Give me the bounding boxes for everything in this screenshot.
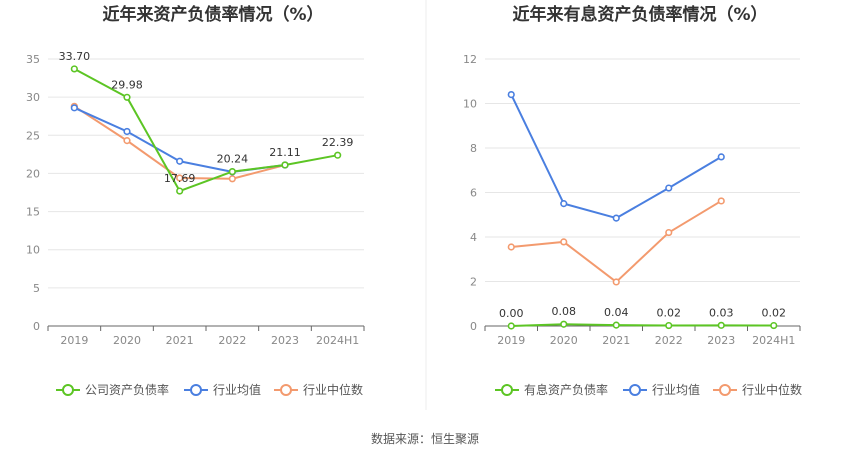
y-tick-label: 5 [33, 282, 40, 295]
data-point [560, 238, 568, 246]
data-point [507, 90, 515, 99]
data-point [228, 167, 236, 176]
legend-label: 行业中位数 [742, 382, 802, 397]
y-tick-label: 15 [26, 206, 40, 219]
series-line [73, 68, 338, 193]
chart-title: 近年来资产负债率情况（%） [102, 4, 323, 25]
series-line [73, 105, 286, 180]
x-tick-label: 2021 [602, 334, 630, 347]
legend-marker [629, 384, 641, 396]
data-label: 0.08 [552, 305, 577, 318]
y-tick-label: 10 [463, 98, 477, 111]
legend-marker [719, 384, 731, 396]
x-tick-label: 2020 [113, 334, 141, 347]
y-tick-label: 25 [26, 129, 40, 142]
data-point [176, 187, 184, 195]
legend-label: 公司资产负债率 [85, 382, 169, 397]
x-tick-label: 2019 [497, 334, 525, 347]
data-point [770, 321, 778, 330]
data-point [717, 321, 725, 329]
legend-label: 有息资产负债率 [524, 382, 608, 397]
legend-label: 行业中位数 [303, 382, 363, 397]
legend-marker [62, 384, 74, 396]
data-point [665, 228, 673, 237]
data-point [717, 197, 725, 205]
y-tick-label: 30 [26, 91, 40, 104]
data-label: 0.02 [762, 307, 787, 320]
data-point [176, 157, 184, 165]
data-point [507, 322, 515, 330]
x-tick-label: 2024H1 [752, 334, 795, 347]
data-label: 20.24 [217, 153, 249, 166]
data-point [123, 127, 131, 136]
data-source-note: 数据来源：恒生聚源 [371, 431, 479, 446]
data-point [70, 104, 78, 112]
series-line [510, 94, 722, 220]
y-tick-label: 20 [26, 167, 40, 180]
data-label: 0.00 [499, 307, 524, 320]
y-tick-label: 12 [463, 53, 477, 66]
x-tick-label: 2022 [218, 334, 246, 347]
x-tick-label: 2021 [166, 334, 194, 347]
data-point [228, 175, 236, 183]
data-point [665, 184, 673, 192]
data-label: 0.03 [709, 306, 734, 319]
data-point [612, 214, 620, 222]
y-tick-label: 0 [33, 320, 40, 333]
data-point [334, 151, 342, 159]
data-point [665, 321, 673, 330]
y-tick-label: 10 [26, 244, 40, 257]
y-tick-label: 2 [470, 276, 477, 289]
y-tick-label: 0 [470, 320, 477, 333]
chart-interest-debt-ratio: 近年来有息资产负债率情况（%） 0 2 4 6 8 10 12 2019 2020 2021 2022… [463, 4, 802, 397]
y-tick-label: 8 [470, 142, 477, 155]
data-label: 29.98 [111, 78, 143, 91]
data-point [507, 243, 515, 251]
legend-label: 行业均值 [213, 382, 261, 397]
data-label: 17.69 [164, 172, 196, 185]
data-label: 0.02 [657, 307, 682, 320]
data-point [123, 137, 131, 145]
data-point [281, 161, 289, 169]
data-point [560, 200, 568, 208]
data-point [123, 93, 131, 101]
y-tick-label: 6 [470, 187, 477, 200]
legend-marker [501, 384, 513, 396]
data-label: 0.04 [604, 306, 629, 319]
x-tick-label: 2023 [707, 334, 735, 347]
chart-title: 近年来有息资产负债率情况（%） [512, 4, 767, 25]
x-tick-label: 2019 [60, 334, 88, 347]
x-tick-label: 2020 [550, 334, 578, 347]
x-tick-label: 2022 [655, 334, 683, 347]
data-label: 33.70 [59, 50, 91, 63]
data-point [176, 174, 184, 182]
data-point [717, 153, 725, 161]
data-label: 22.39 [322, 136, 354, 149]
y-tick-label: 4 [470, 231, 477, 244]
x-tick-label: 2023 [271, 334, 299, 347]
chart-debt-ratio: 近年来资产负债率情况（%） 0 5 10 15 20 25 30 35 2019 2020 2021 2… [26, 4, 365, 397]
y-tick-label: 35 [26, 53, 40, 66]
series-line [511, 323, 774, 327]
legend-marker [280, 384, 292, 396]
legend-marker [190, 384, 202, 396]
data-point [560, 320, 568, 328]
data-point [70, 65, 78, 73]
legend-label: 行业均值 [652, 382, 700, 397]
data-label: 21.11 [269, 146, 301, 159]
x-tick-label: 2024H1 [316, 334, 359, 347]
series-line [511, 200, 722, 283]
data-point [612, 278, 620, 286]
data-point [612, 321, 620, 329]
